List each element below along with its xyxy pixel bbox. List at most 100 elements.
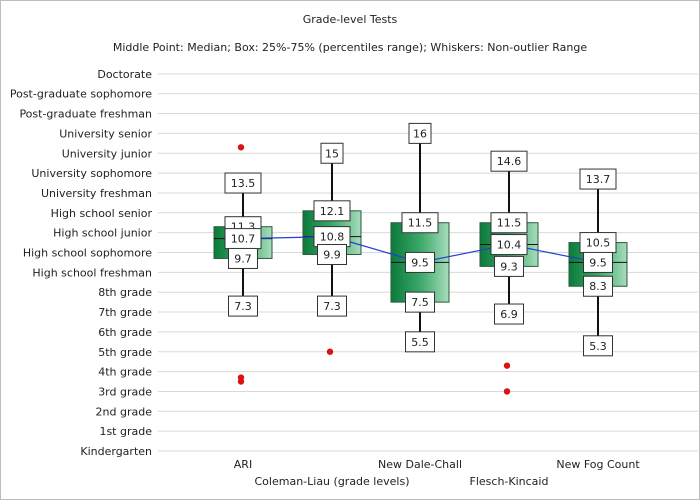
value-label-text: 6.9 — [500, 308, 518, 321]
value-label-text: 14.6 — [497, 155, 522, 168]
value-label: 13.5 — [224, 172, 262, 194]
value-label-text: 16 — [413, 127, 427, 140]
y-tick-label: High school senior — [51, 207, 153, 220]
value-label-text: 12.1 — [320, 205, 345, 218]
y-tick-label: High school freshman — [32, 266, 152, 279]
x-tick-label: New Fog Count — [556, 458, 640, 471]
value-label: 9.7 — [228, 247, 258, 269]
y-tick-label: 1st grade — [99, 425, 152, 438]
value-label: 9.5 — [583, 251, 613, 273]
y-tick-label: 7th grade — [98, 306, 152, 319]
value-label: 7.3 — [317, 295, 347, 317]
x-tick-label: Coleman-Liau (grade levels) — [255, 475, 410, 488]
y-tick-label: Doctorate — [97, 68, 152, 81]
value-label-box — [583, 275, 613, 297]
value-label-text: 15 — [325, 147, 339, 160]
value-label-box — [317, 295, 347, 317]
value-label: 11.5 — [490, 212, 528, 234]
value-label-box — [490, 150, 528, 172]
value-label-text: 13.5 — [231, 177, 256, 190]
outlier-point — [503, 362, 511, 369]
y-tick-label: 8th grade — [98, 286, 152, 299]
y-tick-label: University sophomore — [31, 167, 152, 180]
y-tick-label: 4th grade — [98, 366, 152, 379]
value-label-box — [313, 200, 351, 222]
y-tick-label: High school sophomore — [23, 247, 152, 260]
y-tick-label: Kindergarten — [80, 445, 152, 458]
value-label-box — [494, 255, 524, 277]
value-label: 10.8 — [313, 226, 351, 248]
value-label: 5.5 — [405, 331, 435, 353]
box-4 — [479, 160, 539, 395]
value-label: 7.5 — [405, 291, 435, 313]
value-label: 10.5 — [579, 232, 617, 254]
y-tick-label: University junior — [62, 147, 153, 160]
outlier-point — [237, 144, 245, 151]
y-tick-label: High school junior — [53, 227, 152, 240]
value-label-text: 11.5 — [408, 217, 433, 230]
y-tick-label: 3rd grade — [98, 385, 152, 398]
value-label-box — [408, 122, 432, 144]
value-label-box — [320, 142, 344, 164]
value-label-box — [405, 251, 435, 273]
y-axis-ticks: Kindergarten 1st grade 2nd grade 3rd grade 4… — [10, 68, 153, 458]
value-label-text: 9.3 — [500, 260, 518, 273]
value-label: 7.3 — [228, 295, 258, 317]
y-tick-label: 6th grade — [98, 326, 152, 339]
outlier-point — [237, 378, 245, 385]
chart-subtitle: Middle Point: Median; Box: 25%-75% (perc… — [113, 41, 588, 54]
value-label-text: 9.5 — [411, 256, 429, 269]
y-tick-label: Post-graduate freshman — [19, 108, 152, 121]
x-tick-label: ARI — [234, 458, 252, 471]
value-label-box — [405, 291, 435, 313]
value-label: 9.5 — [405, 251, 435, 273]
value-label-text: 7.5 — [411, 296, 429, 309]
value-label-text: 9.5 — [589, 256, 607, 269]
value-label-text: 7.3 — [323, 300, 341, 313]
y-tick-label: University senior — [59, 127, 152, 140]
value-label: 6.9 — [494, 303, 524, 325]
value-label: 13.7 — [579, 168, 617, 190]
chart-title: Grade-level Tests — [303, 13, 398, 26]
value-label-text: 10.5 — [586, 237, 611, 250]
value-label-text: 9.7 — [234, 252, 252, 265]
value-label-box — [228, 247, 258, 269]
value-label-box — [405, 331, 435, 353]
value-label: 8.3 — [583, 275, 613, 297]
value-label-text: 5.3 — [589, 340, 607, 353]
value-label-box — [228, 295, 258, 317]
y-tick-label: 2nd grade — [96, 405, 153, 418]
x-tick-label: Flesch-Kincaid — [470, 475, 549, 488]
value-label-text: 5.5 — [411, 336, 429, 349]
value-label: 10.4 — [490, 234, 528, 256]
outlier-point — [326, 348, 334, 355]
value-label-text: 10.7 — [231, 233, 256, 246]
value-label-text: 9.9 — [323, 248, 341, 261]
value-label-text: 13.7 — [586, 173, 611, 186]
value-label: 5.3 — [583, 335, 613, 357]
value-label-box — [494, 303, 524, 325]
value-label: 12.1 — [313, 200, 351, 222]
outlier-point — [503, 388, 511, 395]
x-tick-label: New Dale-Chall — [378, 458, 462, 471]
value-label-text: 10.4 — [497, 239, 522, 252]
value-label-box — [583, 251, 613, 273]
y-tick-label: 5th grade — [98, 346, 152, 359]
value-label: 14.6 — [490, 150, 528, 172]
value-label-box — [317, 243, 347, 265]
value-label-box — [401, 212, 439, 234]
value-label-box — [224, 172, 262, 194]
value-label: 11.5 — [401, 212, 439, 234]
value-label: 9.9 — [317, 243, 347, 265]
value-label-box — [579, 168, 617, 190]
value-label-text: 10.8 — [320, 231, 345, 244]
value-label: 16 — [408, 122, 432, 144]
value-label-text: 8.3 — [589, 280, 607, 293]
value-label-box — [490, 212, 528, 234]
value-label-text: 7.3 — [234, 300, 252, 313]
value-label: 10.7 — [224, 228, 262, 250]
value-label-box — [583, 335, 613, 357]
